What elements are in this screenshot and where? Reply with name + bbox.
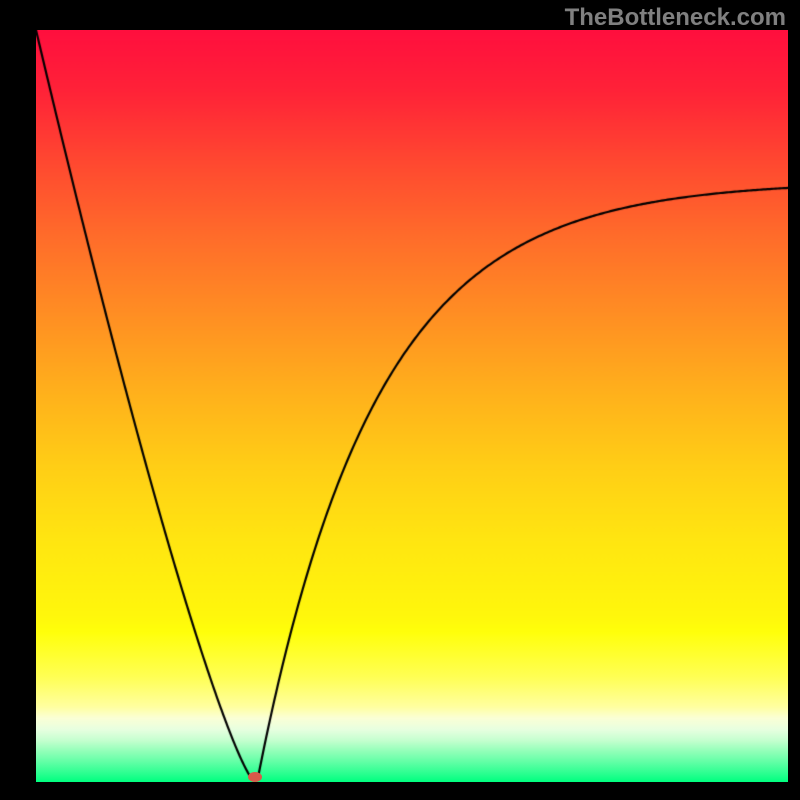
optimal-marker bbox=[248, 772, 262, 782]
bottleneck-curve bbox=[36, 30, 788, 782]
watermark-text: TheBottleneck.com bbox=[565, 4, 786, 32]
chart-stage: TheBottleneck.com bbox=[0, 0, 800, 800]
plot-area bbox=[36, 30, 788, 782]
